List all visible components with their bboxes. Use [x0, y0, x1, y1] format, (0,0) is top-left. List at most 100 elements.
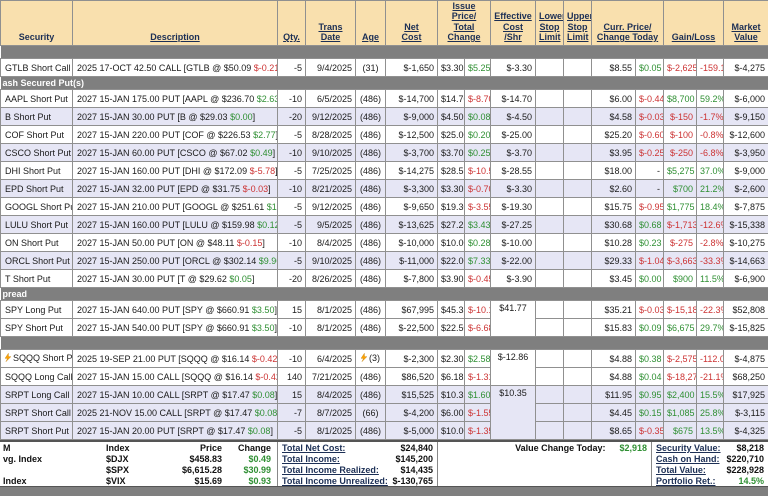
cell-net-cost[interactable]: $-10,000	[386, 234, 438, 252]
cell-lower-stop[interactable]	[536, 350, 564, 368]
cell-net-cost[interactable]: $-12,500	[386, 126, 438, 144]
index-price[interactable]: $6,615.28	[156, 465, 222, 475]
cell-issue-price[interactable]: $10.00	[438, 422, 465, 440]
cell-qty[interactable]: -10	[278, 180, 306, 198]
cell-gain-loss-pct[interactable]: 18.4%	[697, 198, 724, 216]
cell-age[interactable]: (486)	[356, 234, 386, 252]
cell-curr-price[interactable]: $29.33	[592, 252, 636, 270]
cell-security[interactable]: CSCO Short Put	[1, 144, 73, 162]
cell-qty[interactable]: -10	[278, 350, 306, 368]
cell-age[interactable]: (486)	[356, 144, 386, 162]
cell-description[interactable]: 2027 15-JAN 30.00 PUT [B @ $29.03 $0.00]	[73, 108, 278, 126]
section-band-label[interactable]: pread	[1, 288, 768, 301]
cell-description[interactable]: 2027 15-JAN 20.00 PUT [SRPT @ $17.47 $0.…	[73, 422, 278, 440]
cell-issue-price[interactable]: $10.35	[438, 386, 465, 404]
cell-market-value[interactable]: $-12,600	[724, 126, 768, 144]
cell-upper-stop[interactable]	[564, 252, 592, 270]
cell-change-today[interactable]: $0.23	[636, 234, 664, 252]
cell-change-today[interactable]: $0.00	[636, 270, 664, 288]
cell-description[interactable]: 2027 15-JAN 250.00 PUT [ORCL @ $302.14 $…	[73, 252, 278, 270]
cell-net-cost[interactable]: $-11,000	[386, 252, 438, 270]
cell-curr-price[interactable]: $30.68	[592, 216, 636, 234]
cell-change-today[interactable]: $0.15	[636, 404, 664, 422]
cell-market-value[interactable]: $-14,663	[724, 252, 768, 270]
cell-trans-date[interactable]: 8/21/2025	[306, 180, 356, 198]
cell-effective-cost[interactable]: $-14.70	[491, 90, 536, 108]
cell-curr-price[interactable]: $4.88	[592, 368, 636, 386]
cell-trans-date[interactable]: 8/4/2025	[306, 234, 356, 252]
cell-gain-loss[interactable]: $1,085	[664, 404, 697, 422]
cell-gain-loss-pct[interactable]: 59.2%	[697, 90, 724, 108]
cell-trans-date[interactable]: 9/12/2025	[306, 198, 356, 216]
cell-gain-loss[interactable]: $-2,575	[664, 350, 697, 368]
cell-gain-loss-pct[interactable]: 21.2%	[697, 180, 724, 198]
index-symbol[interactable]: $VIX	[106, 476, 156, 486]
cell-trans-date[interactable]: 6/5/2025	[306, 90, 356, 108]
cell-trans-date[interactable]: 8/1/2025	[306, 422, 356, 440]
portfolio-return-value[interactable]: 14.5%	[738, 476, 768, 486]
cell-trans-date[interactable]: 8/28/2025	[306, 126, 356, 144]
cell-upper-stop[interactable]	[564, 422, 592, 440]
cell-gain-loss[interactable]: $8,700	[664, 90, 697, 108]
cell-description[interactable]: 2027 15-JAN 540.00 PUT [SPY @ $660.91 $3…	[73, 319, 278, 337]
cell-issue-price[interactable]: $6.00	[438, 404, 465, 422]
col-header-net-cost[interactable]: Net Cost	[386, 1, 438, 46]
total-income-value[interactable]: $145,200	[395, 454, 437, 464]
index-col-header[interactable]: Index	[106, 443, 156, 453]
cell-effective-cost[interactable]: $-25.00	[491, 126, 536, 144]
cell-issue-price[interactable]: $28.55	[438, 162, 465, 180]
cell-market-value[interactable]: $-4,875	[724, 350, 768, 368]
cell-lower-stop[interactable]	[536, 180, 564, 198]
cell-total-change[interactable]: $-6.68	[465, 319, 491, 337]
cell-security[interactable]: ON Short Put	[1, 234, 73, 252]
cell-gain-loss-pct[interactable]: -22.3%	[697, 301, 724, 319]
cell-total-change[interactable]: $5.25	[465, 59, 491, 77]
cell-curr-price[interactable]: $3.45	[592, 270, 636, 288]
cell-change-today[interactable]: $-0.03	[636, 108, 664, 126]
cell-curr-price[interactable]: $18.00	[592, 162, 636, 180]
cell-qty[interactable]: -5	[278, 252, 306, 270]
cell-age[interactable]: (3)	[356, 350, 386, 368]
cell-age[interactable]: (486)	[356, 126, 386, 144]
cell-gain-loss-pct[interactable]: -159.1%	[697, 59, 724, 77]
cell-qty[interactable]: -10	[278, 319, 306, 337]
cell-market-value[interactable]: $-15,338	[724, 216, 768, 234]
cell-net-cost[interactable]: $-22,500	[386, 319, 438, 337]
cell-age[interactable]: (486)	[356, 422, 386, 440]
cell-effective-cost[interactable]: $-28.55	[491, 162, 536, 180]
cell-issue-price[interactable]: $25.00	[438, 126, 465, 144]
col-header-issue-total-change[interactable]: Issue Price/ Total Change	[438, 1, 491, 46]
cell-change-today[interactable]: $0.05	[636, 59, 664, 77]
cell-market-value[interactable]: $52,808	[724, 301, 768, 319]
cell-description[interactable]: 2025 17-OCT 42.50 CALL [GTLB @ $50.09 $-…	[73, 59, 278, 77]
cell-total-change[interactable]: $7.33	[465, 252, 491, 270]
col-header-security[interactable]: Security	[1, 1, 73, 46]
cell-net-cost[interactable]: $-5,000	[386, 422, 438, 440]
cell-change-today[interactable]: $0.04	[636, 368, 664, 386]
cell-market-value[interactable]: $-10,275	[724, 234, 768, 252]
cell-description[interactable]: 2027 15-JAN 640.00 PUT [SPY @ $660.91 $3…	[73, 301, 278, 319]
cell-description[interactable]: 2027 15-JAN 50.00 PUT [ON @ $48.11 $-0.1…	[73, 234, 278, 252]
cell-age[interactable]: (486)	[356, 198, 386, 216]
cell-age[interactable]: (486)	[356, 301, 386, 319]
cell-change-today[interactable]: $-0.60	[636, 126, 664, 144]
cell-qty[interactable]: -5	[278, 216, 306, 234]
cell-lower-stop[interactable]	[536, 319, 564, 337]
cell-net-cost[interactable]: $-2,300	[386, 350, 438, 368]
total-net-cost-label[interactable]: Total Net Cost:	[278, 443, 345, 453]
security-value-label[interactable]: Security Value:	[652, 443, 721, 453]
cell-trans-date[interactable]: 8/1/2025	[306, 301, 356, 319]
cell-change-today[interactable]: -	[636, 162, 664, 180]
cell-security[interactable]: LULU Short Put	[1, 216, 73, 234]
cell-net-cost[interactable]: $86,520	[386, 368, 438, 386]
cell-change-today[interactable]: $-1.04	[636, 252, 664, 270]
cell-gain-loss[interactable]: $-100	[664, 126, 697, 144]
cell-gain-loss[interactable]: $5,275	[664, 162, 697, 180]
cash-on-hand-label[interactable]: Cash on Hand:	[652, 454, 720, 464]
cell-upper-stop[interactable]	[564, 59, 592, 77]
cell-effective-cost[interactable]: $-19.30	[491, 198, 536, 216]
cell-gain-loss-pct[interactable]: 29.7%	[697, 319, 724, 337]
cell-lower-stop[interactable]	[536, 216, 564, 234]
cell-upper-stop[interactable]	[564, 180, 592, 198]
cell-description[interactable]: 2027 15-JAN 10.00 CALL [SRPT @ $17.47 $0…	[73, 386, 278, 404]
